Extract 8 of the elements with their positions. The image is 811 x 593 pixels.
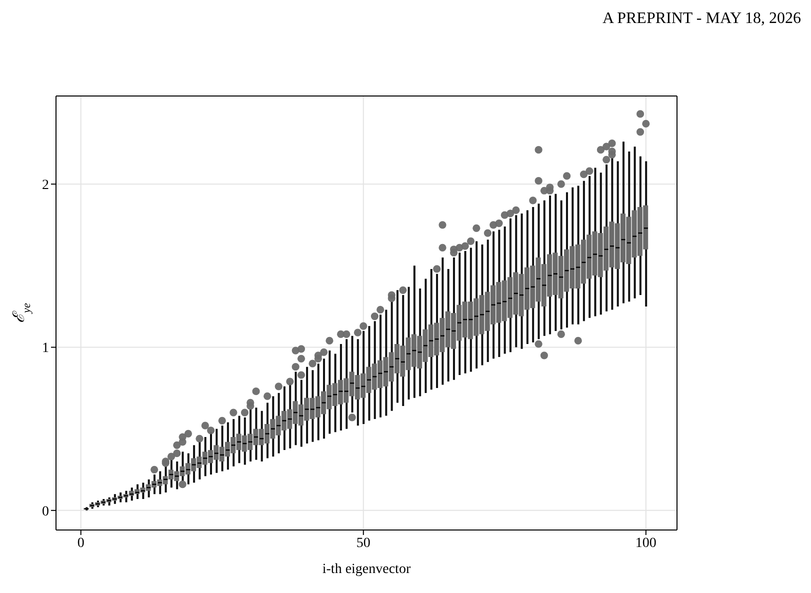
text: A PREPRINT - MAY 18, 2026 [602, 10, 801, 28]
x-axis-title: i-th eigenvector [322, 562, 411, 577]
x-tick-label: 100 [635, 536, 656, 551]
x-tick-label: 50 [356, 536, 370, 551]
y-tick-label: 2 [42, 178, 49, 194]
y-tick-label: 1 [42, 341, 49, 356]
y-tick-label: 0 [42, 504, 49, 520]
x-tick-label: 0 [77, 536, 84, 551]
